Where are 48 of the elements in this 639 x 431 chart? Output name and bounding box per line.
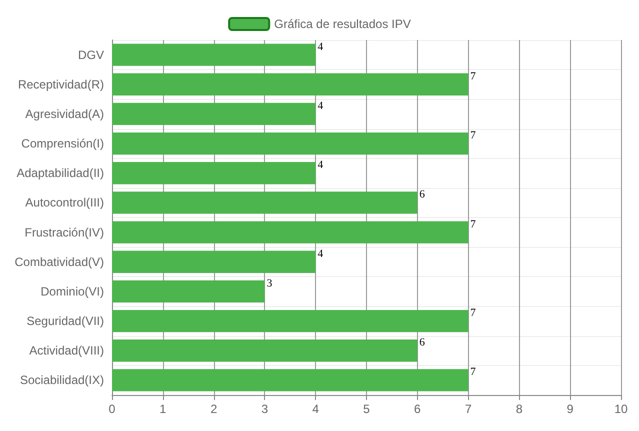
y-tick-label: Actividad(VIII) bbox=[29, 344, 104, 358]
data-label: 7 bbox=[470, 130, 476, 142]
bar bbox=[112, 44, 316, 66]
y-tick-label: Frustración(IV) bbox=[24, 225, 104, 240]
bar bbox=[112, 369, 468, 392]
y-tick-label: Adaptabilidad(II) bbox=[16, 166, 104, 180]
bar bbox=[112, 162, 316, 184]
data-label: 6 bbox=[419, 188, 426, 201]
y-tick-label: DGV bbox=[78, 48, 104, 62]
x-tick-label: 6 bbox=[414, 402, 422, 416]
data-label: 4 bbox=[318, 159, 324, 172]
bar bbox=[112, 340, 418, 362]
bar bbox=[112, 73, 468, 96]
x-tick-label: 0 bbox=[108, 402, 116, 416]
y-tick-label: Sociabilidad(IX) bbox=[20, 373, 104, 388]
x-tick-label: 8 bbox=[516, 402, 523, 416]
x-tick-label: 9 bbox=[566, 402, 574, 416]
data-label: 4 bbox=[318, 40, 324, 53]
bar bbox=[112, 221, 468, 244]
bar bbox=[112, 250, 316, 273]
data-label: 7 bbox=[470, 307, 476, 320]
x-tick-label: 3 bbox=[261, 402, 268, 416]
data-label: 7 bbox=[470, 70, 476, 82]
data-label: 6 bbox=[419, 336, 426, 349]
y-tick-label: Autocontrol(III) bbox=[25, 196, 104, 210]
data-label: 7 bbox=[470, 218, 476, 230]
y-tick-label: Agresividad(A) bbox=[25, 106, 104, 121]
y-tick-label: Dominio(VI) bbox=[40, 284, 104, 298]
x-tick-label: 4 bbox=[312, 402, 320, 416]
data-label: 3 bbox=[266, 277, 273, 290]
legend-label: Gráfica de resultados IPV bbox=[274, 17, 411, 31]
bar bbox=[112, 310, 468, 332]
data-label: 4 bbox=[318, 248, 324, 260]
y-tick-label: Combatividad(V) bbox=[14, 254, 104, 269]
y-tick-label: Seguridad(VII) bbox=[26, 314, 104, 328]
x-tick-label: 10 bbox=[614, 402, 628, 416]
x-tick-label: 2 bbox=[210, 402, 218, 416]
bar bbox=[112, 280, 265, 303]
data-label: 7 bbox=[470, 366, 476, 378]
x-tick-label: 1 bbox=[160, 402, 167, 416]
y-tick-label: Receptividad(R) bbox=[18, 77, 104, 92]
x-tick-label: 7 bbox=[464, 402, 472, 416]
bar bbox=[112, 192, 418, 214]
y-tick-label: Comprensión(I) bbox=[21, 136, 104, 151]
bar bbox=[112, 132, 468, 155]
data-label: 4 bbox=[318, 100, 324, 112]
bar bbox=[112, 102, 316, 126]
x-tick-label: 5 bbox=[363, 402, 370, 416]
